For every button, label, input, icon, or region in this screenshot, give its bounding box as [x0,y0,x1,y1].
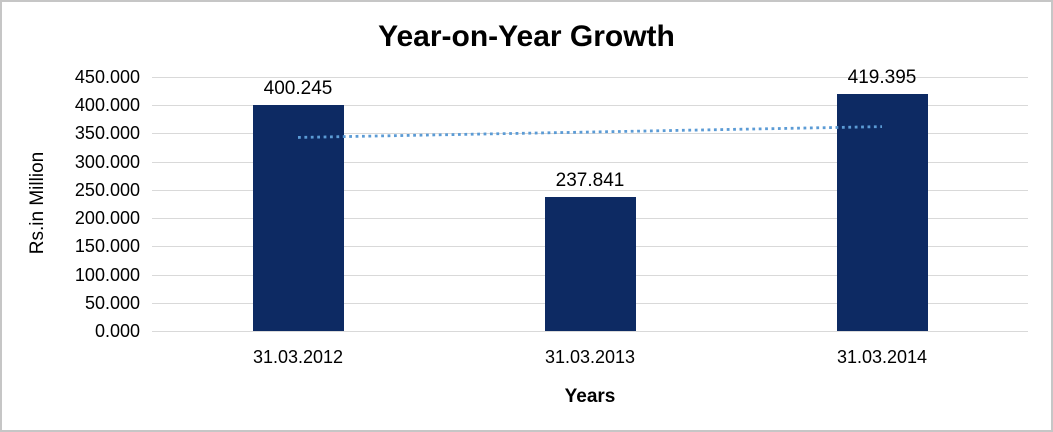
gridline [152,162,1028,163]
y-tick-label: 150.000 [74,236,140,256]
x-tick-label: 31.03.2013 [544,347,636,367]
y-axis-tick-labels: 0.000 50.000 100.000 150.000 200.000 250.000 3… [2,2,140,430]
trendline-path [297,125,883,139]
y-tick-label: 400.000 [74,95,140,115]
chart-title: Year-on-Year Growth [378,20,675,53]
x-tick-label: 31.03.2012 [252,347,344,367]
gridline [152,105,1028,106]
data-label: 400.245 [263,78,333,99]
bar [253,105,344,331]
y-tick-label: 450.000 [74,67,140,87]
y-tick-label: 200.000 [74,208,140,228]
data-label: 419.395 [847,67,917,88]
x-axis-title: Years [564,386,616,407]
trendline [297,125,883,139]
gridline [152,190,1028,191]
gridline [152,133,1028,134]
y-tick-label: 250.000 [74,180,140,200]
x-tick-label: 31.03.2014 [836,347,928,367]
data-label: 237.841 [555,170,625,191]
y-tick-label: 0.000 [94,321,140,341]
x-axis-labels: 31.03.2012 31.03.2013 31.03.2014 [152,331,1028,373]
y-tick-label: 50.000 [84,293,140,313]
bar [837,94,928,331]
y-tick-label: 100.000 [74,265,140,285]
y-tick-label: 300.000 [74,152,140,172]
gridline [152,77,1028,78]
y-tick-label: 350.000 [74,123,140,143]
plot-area: 400.245 237.841 419.395 [152,67,1028,332]
gridline [152,331,1028,332]
bar [545,197,636,331]
